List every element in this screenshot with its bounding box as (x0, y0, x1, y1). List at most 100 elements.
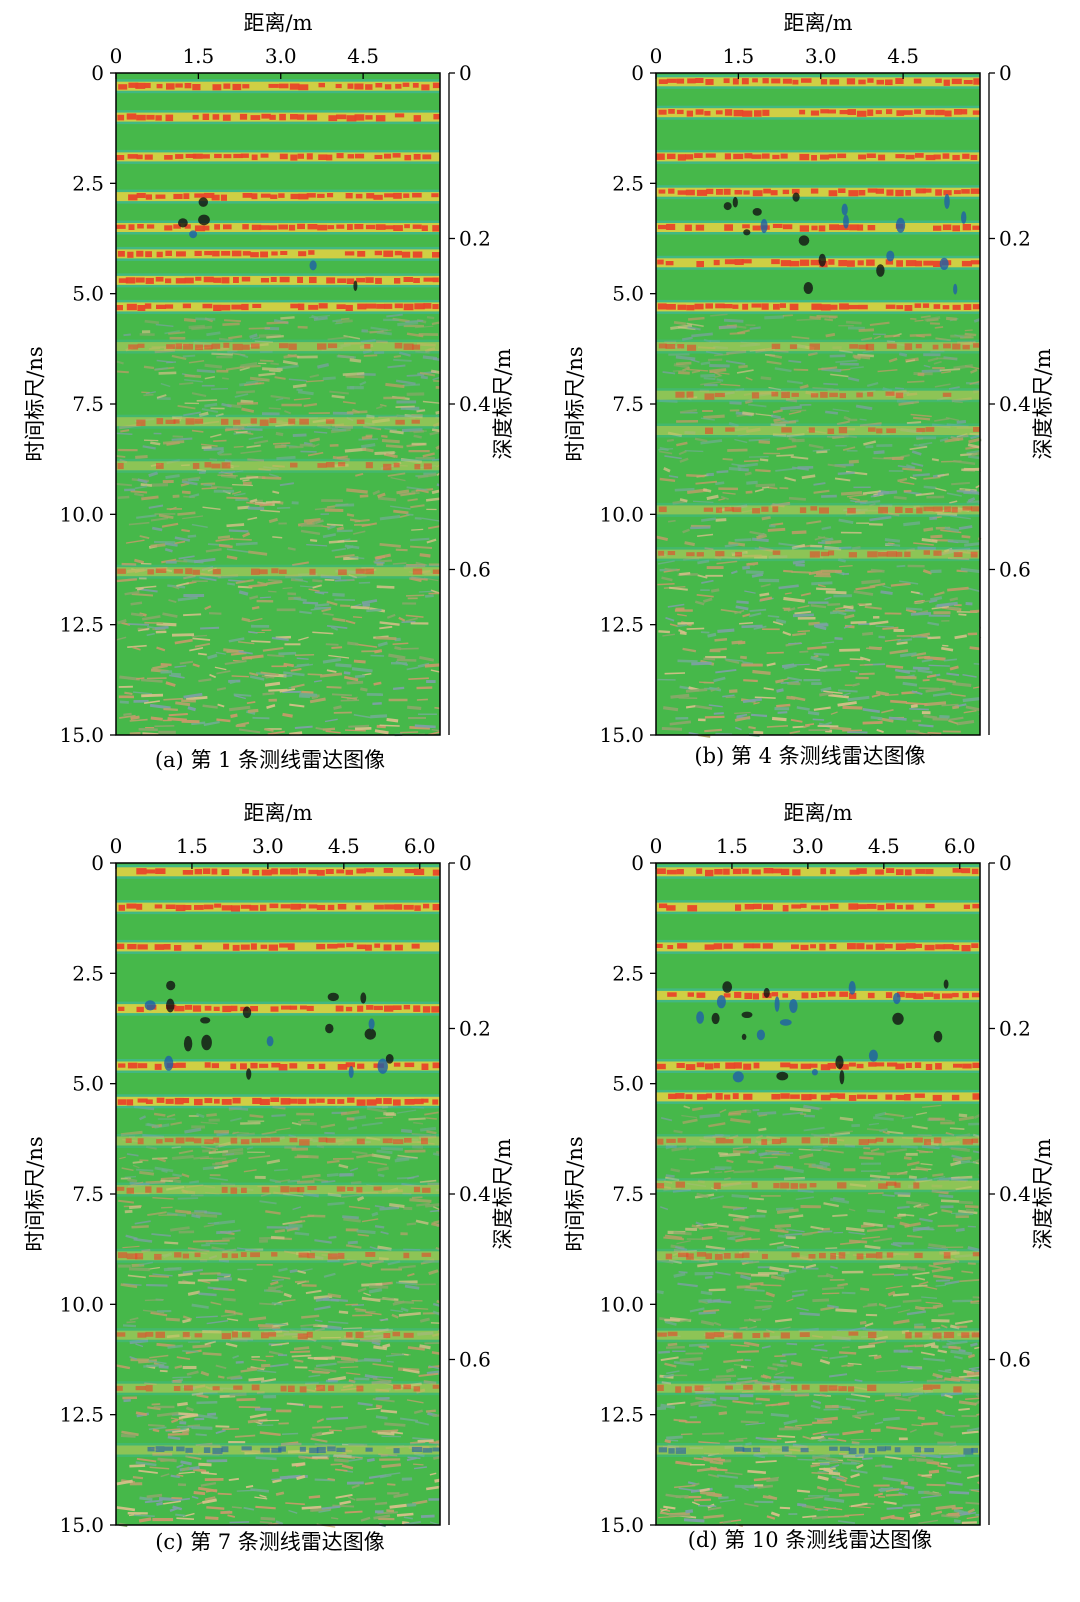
panel-b: 0 1.5 3.0 4.5 距离/m 0 2.5 5.0 7.5 10.0 12.5 15.0 时间标尺… (540, 0, 1080, 801)
reflector-band (657, 1384, 962, 1393)
reflector-edge (656, 223, 980, 232)
x-tick-label: 0 (110, 44, 123, 68)
reflector-band (118, 276, 439, 284)
caption-text: 第 10 条测线雷达图像 (724, 1528, 933, 1552)
x-tick-label: 3.0 (252, 834, 284, 858)
reflector-halo (656, 423, 980, 438)
depth-axis-title: 深度标尺/m (491, 348, 515, 459)
x-axis-title: 距离/m (784, 11, 853, 35)
reflector-band (658, 343, 979, 351)
y-tick-label: 2.5 (72, 961, 104, 985)
y-tick-label: 5.0 (72, 282, 104, 306)
reflector-band (658, 109, 980, 117)
depth-tick-label: 0 (459, 61, 472, 85)
reflector-band (658, 1446, 978, 1455)
reflector-band (116, 1186, 431, 1194)
reflector-band (136, 868, 440, 876)
reflector-band (657, 1331, 980, 1339)
reflector-halo (116, 414, 440, 429)
reflector-edge (656, 942, 980, 952)
caption-label: (a) (154, 748, 184, 772)
reflector-halo (116, 1248, 440, 1263)
reflector-halo (656, 1134, 980, 1148)
reflector-edge (656, 152, 980, 162)
caption-text: 第 1 条测线雷达图像 (190, 748, 386, 772)
reflector-band (656, 1181, 920, 1189)
y-tick-label: 10.0 (599, 1292, 644, 1316)
anomaly-zone (144, 980, 394, 1080)
reflector-halo (116, 458, 440, 473)
y-tick-label: 12.5 (59, 1403, 104, 1427)
y-tick-label: 7.5 (612, 392, 644, 416)
reflector-band (116, 223, 439, 232)
y-tick-label: 5.0 (612, 1072, 644, 1096)
y-tick-label: 15.0 (59, 723, 104, 747)
reflector-edge (656, 426, 980, 435)
radargram-texture (656, 1104, 981, 1527)
reflector-edge (656, 990, 980, 1000)
anomaly-zone (723, 192, 967, 295)
plot-background (656, 73, 980, 735)
radar-chart-c: 0 1.5 3.0 4.5 6.0 距离/m 0 2.5 5.0 7.5 10.0 12.5 15.0 时… (23, 801, 515, 1537)
y-tick-label: 2.5 (612, 171, 644, 195)
reflector-band (128, 192, 439, 201)
reflector-edge (116, 867, 440, 877)
reflector-edge (656, 1092, 980, 1102)
reflector-halo (116, 1381, 440, 1396)
reflector-band (118, 82, 440, 91)
y-tick-label: 2.5 (612, 961, 644, 985)
reflector-edge (116, 192, 440, 202)
reflector-edge (656, 505, 980, 515)
plot-background (116, 73, 440, 735)
reflector-edge (656, 1180, 980, 1190)
reflector-band (128, 342, 421, 351)
anomaly-zone (696, 979, 949, 1085)
reflector-edge (656, 1383, 980, 1393)
reflector-edge (116, 342, 440, 352)
caption-d: (d) 第 10 条测线雷达图像 (540, 1524, 1080, 1554)
reflector-halo (656, 1443, 980, 1457)
x-tick-label: 1.5 (722, 44, 754, 68)
reflector-band (118, 1252, 432, 1260)
depth-tick-label: 0.2 (459, 227, 491, 251)
reflector-edge (656, 1251, 980, 1261)
y-tick-label: 5.0 (612, 282, 644, 306)
reflector-halo (656, 502, 980, 517)
reflector-edge (116, 1330, 440, 1340)
depth-tick-label: 0.4 (999, 392, 1031, 416)
x-axis-title: 距离/m (784, 801, 853, 825)
reflector-halo (116, 1328, 440, 1343)
reflector-halo (656, 1248, 980, 1263)
depth-tick-label: 0.2 (999, 1017, 1031, 1041)
reflector-band (117, 1097, 439, 1106)
x-tick-label: 3.0 (805, 44, 837, 68)
x-tick-label: 3.0 (792, 834, 824, 858)
reflector-band (116, 1331, 414, 1340)
depth-tick-label: 0.6 (459, 558, 491, 582)
y-axis-title: 时间标尺/ns (23, 1136, 47, 1251)
reflector-band (116, 1384, 439, 1393)
depth-axis-title: 深度标尺/m (1031, 348, 1055, 459)
depth-tick-label: 0.4 (459, 1182, 491, 1206)
reflector-halo (656, 1328, 980, 1343)
depth-axis-title: 深度标尺/m (1031, 1138, 1055, 1249)
reflector-band (665, 1252, 980, 1260)
reflector-band (117, 462, 432, 471)
anomaly-zone (178, 197, 358, 292)
reflector-band (658, 78, 980, 86)
reflector-edge (656, 77, 980, 87)
y-tick-label: 15.0 (59, 1513, 104, 1537)
x-tick-label: 6.0 (944, 834, 976, 858)
reflector-edge (116, 112, 440, 122)
x-tick-label: 0 (650, 44, 663, 68)
reflector-edge (656, 1061, 980, 1071)
y-tick-label: 0 (631, 851, 644, 875)
y-tick-label: 15.0 (599, 1513, 644, 1537)
reflector-halo (656, 1178, 980, 1193)
depth-tick-label: 0 (999, 851, 1012, 875)
x-tick-label: 0 (110, 834, 123, 858)
x-axis-title: 距离/m (244, 801, 313, 825)
y-tick-label: 0 (631, 61, 644, 85)
reflector-band (657, 1137, 979, 1146)
radargram-texture (656, 313, 982, 738)
